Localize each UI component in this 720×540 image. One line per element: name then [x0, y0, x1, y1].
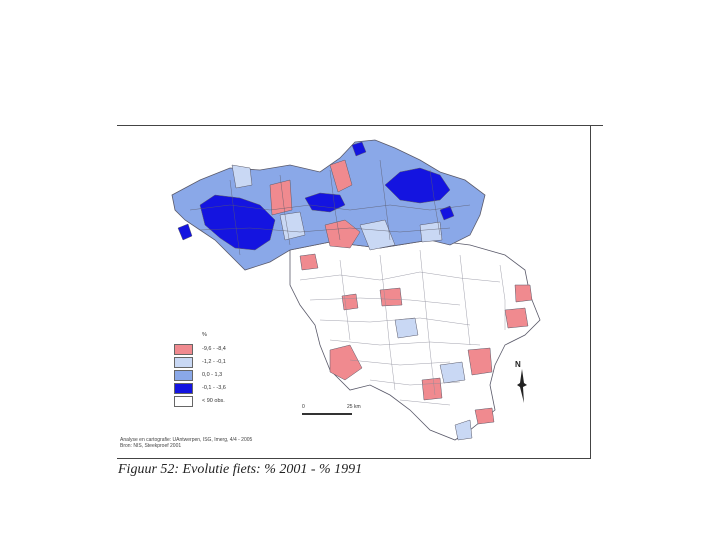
legend-label: -9,6 - -8,4	[202, 346, 226, 352]
dark-cluster-center	[304, 192, 346, 213]
belgium-municipality-map	[171, 139, 541, 441]
pink-patch-brussels	[324, 219, 361, 249]
frame-bottom-rule	[117, 458, 591, 459]
north-arrow: N	[515, 360, 529, 405]
municipality-boundaries	[299, 249, 506, 406]
scale-left-label: 0	[302, 404, 305, 410]
pink-patch-4	[467, 347, 493, 376]
figure-caption: Figuur 52: Evolutie fiets: % 2001 - % 19…	[118, 462, 363, 477]
dark-spot-c	[439, 205, 455, 221]
legend-title: %	[202, 332, 207, 338]
light-patch-5	[439, 361, 466, 384]
light-patch-7	[419, 221, 443, 243]
pink-patch-6	[379, 287, 403, 307]
legend-item: -0,1 - -3,6	[172, 383, 292, 395]
source-note: Analyse en cartografie: UAntwerpen, ISG,…	[120, 437, 252, 449]
pink-patch-3	[329, 344, 363, 381]
pink-patch-1	[329, 159, 353, 193]
light-patch-3	[359, 219, 396, 251]
frame-top-rule	[117, 125, 603, 126]
dark-spot-b	[351, 141, 367, 157]
legend-label: -0,1 - -3,6	[202, 385, 226, 391]
light-patch-6	[454, 419, 473, 441]
legend-item: -9,6 - -8,4	[172, 344, 292, 356]
legend-item: -1,2 - -0,1	[172, 357, 292, 369]
pink-patch-11	[474, 407, 495, 425]
legend-swatch-pink	[174, 344, 193, 355]
legend-item: 0,0 - 1,3	[172, 370, 292, 382]
frame-right-rule	[590, 126, 591, 458]
pink-patch-5	[421, 377, 443, 401]
wallonia-region	[289, 239, 541, 441]
dark-cluster-north	[384, 167, 451, 204]
pink-patch-9	[341, 293, 359, 311]
light-patch-2	[279, 211, 306, 241]
legend-swatch-dark	[174, 383, 193, 394]
north-label: N	[515, 360, 521, 369]
legend-swatch-white	[174, 396, 193, 407]
source-line-2: Bron: NIS, Steekproef 2001	[120, 443, 182, 449]
pink-patch-10	[299, 253, 319, 271]
legend-label: 0,0 - 1,3	[202, 372, 223, 378]
scale-right-label: 25 km	[347, 404, 361, 410]
light-patch-4	[394, 317, 419, 339]
legend-swatch-mid	[174, 370, 193, 381]
dark-cluster-west	[199, 194, 276, 251]
pink-patch-7	[504, 307, 529, 329]
legend-item: < 90 obs.	[172, 396, 292, 408]
pink-patch-2	[269, 179, 293, 216]
flanders-boundaries	[189, 159, 471, 256]
dark-spot-a	[177, 223, 193, 241]
light-patch-1	[231, 164, 253, 189]
pink-patch-8	[514, 284, 533, 303]
scale-line	[302, 413, 352, 415]
legend-label: -1,2 - -0,1	[202, 359, 226, 365]
legend-swatch-light	[174, 357, 193, 368]
north-arrow-icon	[517, 369, 527, 403]
legend-label: < 90 obs.	[202, 398, 225, 404]
source-line-1: Analyse en cartografie: UAntwerpen, ISG,…	[120, 437, 253, 443]
